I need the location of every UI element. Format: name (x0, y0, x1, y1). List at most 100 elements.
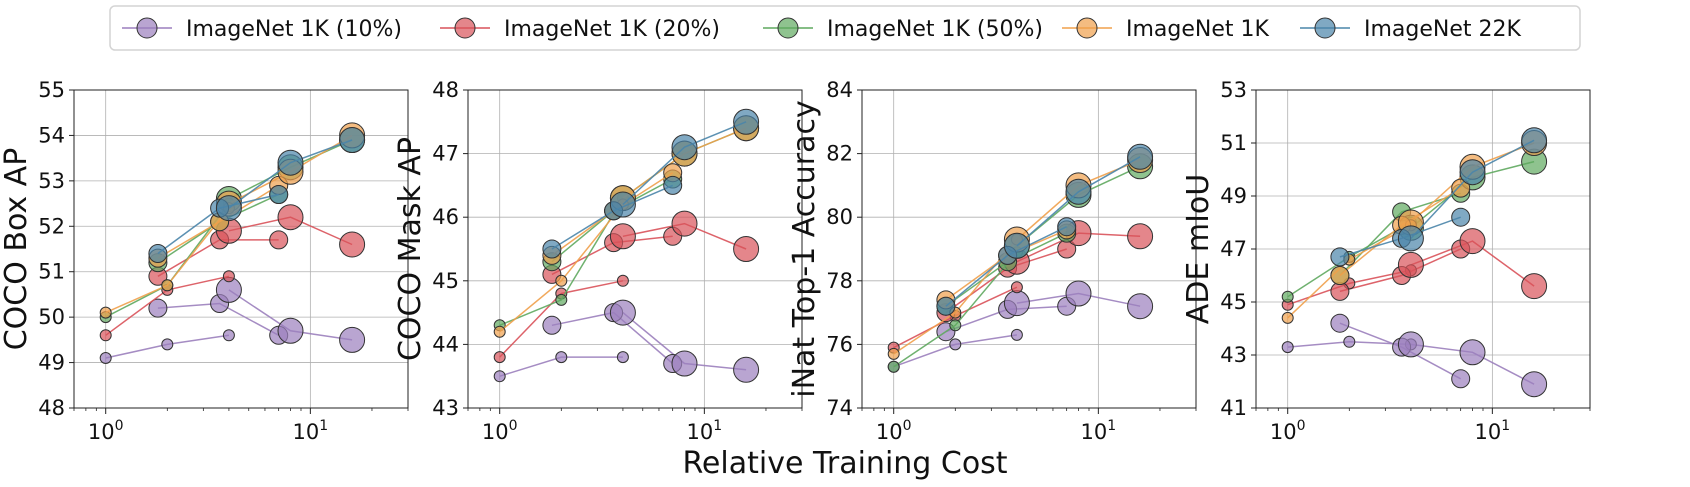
y-tick-label: 45 (432, 269, 459, 293)
y-tick-label: 43 (1220, 343, 1247, 367)
series-imagenet-22k (542, 108, 760, 259)
y-tick-label: 46 (432, 205, 459, 229)
y-tick-label: 80 (826, 205, 853, 229)
x-tick-label: 100 (482, 418, 518, 444)
data-point (663, 175, 683, 195)
data-point (555, 293, 568, 306)
data-point (555, 274, 568, 287)
y-tick-label: 47 (1220, 237, 1247, 261)
data-point (1127, 143, 1154, 170)
panel-ade-miou: 41 43 45 47 49 51 53 100 101 ADE mIoU (1181, 78, 1591, 444)
y-axis-label: COCO Box AP (0, 148, 34, 351)
legend-label: ImageNet 1K (10%) (186, 17, 402, 42)
x-tick-label: 101 (687, 418, 723, 444)
data-point (99, 306, 112, 319)
legend-frame (109, 5, 1581, 51)
y-tick-label: 53 (1220, 78, 1247, 102)
data-point (339, 231, 366, 258)
series-imagenet-1k-10 (99, 276, 366, 364)
data-point (148, 298, 168, 318)
y-tick-label: 53 (38, 169, 65, 193)
y-axis-label: ADE mIoU (1181, 174, 1216, 325)
data-point (277, 204, 304, 231)
data-point (616, 351, 629, 364)
data-point (1065, 178, 1092, 205)
data-point (1330, 266, 1350, 285)
data-point (161, 338, 174, 351)
y-tick-label: 78 (826, 269, 853, 293)
data-point (99, 352, 112, 364)
data-point (733, 108, 760, 135)
panel-coco-mask-ap: 43 44 45 46 47 48 100 101 COCO Mask AP (393, 78, 803, 444)
data-point (609, 223, 636, 250)
legend-label: ImageNet 1K (20%) (504, 17, 720, 42)
y-tick-label: 74 (826, 396, 853, 420)
data-point (1521, 273, 1548, 300)
data-point (493, 325, 506, 338)
data-point (733, 356, 760, 383)
legend-label: ImageNet 1K (50%) (827, 17, 1043, 42)
data-point (936, 296, 956, 316)
data-point (887, 347, 900, 360)
series-imagenet-1k-10 (493, 299, 760, 383)
y-tick-label: 49 (38, 351, 65, 375)
y-axis-label: COCO Mask AP (393, 137, 428, 361)
data-point (616, 274, 629, 287)
x-tick-label: 100 (1270, 418, 1306, 444)
series-imagenet-1k-20 (493, 210, 760, 364)
legend-label: ImageNet 22K (1364, 17, 1522, 42)
y-axis-label: iNat Top-1 Accuracy (787, 100, 822, 398)
data-point (1057, 217, 1077, 237)
data-point (1521, 371, 1548, 398)
data-point (269, 230, 289, 250)
data-point (555, 351, 568, 364)
data-point (1343, 335, 1356, 348)
data-point (542, 315, 562, 335)
series-imagenet-1k-10 (887, 280, 1154, 373)
y-tick-label: 76 (826, 332, 853, 356)
series-imagenet-1k-50 (493, 115, 760, 332)
data-point (609, 191, 636, 218)
y-tick-label: 48 (432, 78, 459, 102)
legend-label: ImageNet 1K (1126, 17, 1270, 42)
legend-marker (1076, 17, 1098, 39)
data-point (493, 351, 506, 364)
y-tick-label: 44 (432, 332, 459, 356)
data-point (269, 185, 289, 204)
data-point (1127, 293, 1154, 320)
data-point (887, 360, 900, 373)
y-tick-label: 48 (38, 396, 65, 420)
data-point (1003, 232, 1030, 259)
legend-marker (136, 17, 158, 39)
legend-marker (1314, 17, 1336, 39)
data-point (222, 329, 235, 342)
data-point (671, 134, 698, 161)
data-point (493, 370, 506, 383)
x-tick-label: 100 (88, 418, 124, 444)
series-imagenet-1k-20 (99, 204, 366, 342)
panel-coco-box-ap: 48 49 50 51 52 53 54 55 100 101 COCO Box AP (0, 78, 409, 444)
legend-entry-imagenet-1k: ImageNet 1K (1062, 17, 1270, 42)
legend-entry-imagenet-1k-20: ImageNet 1K (20%) (440, 17, 720, 42)
data-point (277, 149, 304, 176)
y-tick-label: 52 (38, 214, 65, 238)
data-point (339, 127, 366, 153)
y-tick-label: 47 (432, 142, 459, 166)
x-axis-label: Relative Training Cost (682, 446, 1007, 481)
data-point (215, 195, 242, 222)
legend-marker (777, 17, 799, 39)
series-imagenet-22k (148, 127, 366, 263)
x-tick-label: 101 (293, 418, 329, 444)
data-point (1397, 251, 1424, 278)
data-point (1281, 311, 1294, 324)
data-point (671, 210, 698, 237)
x-tick-label: 101 (1081, 418, 1117, 444)
y-tick-label: 50 (38, 305, 65, 329)
data-point (1459, 228, 1486, 255)
y-tick-label: 51 (1220, 131, 1247, 155)
data-point (1330, 313, 1350, 333)
legend-entry-imagenet-1k-50: ImageNet 1K (50%) (763, 17, 1043, 42)
data-point (1330, 247, 1350, 267)
data-point (148, 244, 168, 263)
